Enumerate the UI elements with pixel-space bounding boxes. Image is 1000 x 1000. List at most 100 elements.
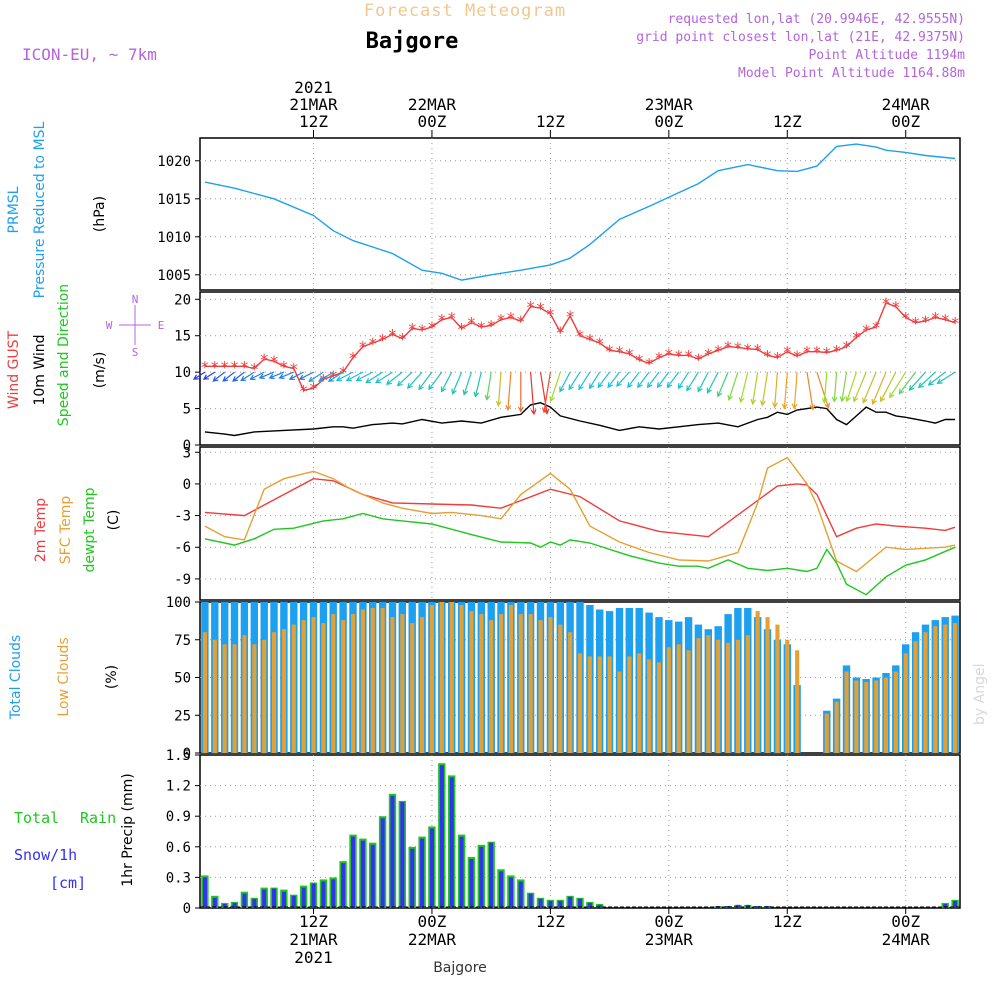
bar-low-clouds: [252, 644, 257, 753]
bar-low-clouds: [479, 614, 484, 753]
panel-label: Pressure Reduced to MSL: [32, 121, 48, 298]
gust-marker: *: [803, 343, 811, 362]
gust-marker: *: [655, 349, 663, 368]
wind-arrow: [833, 372, 838, 402]
wind-arrow-head: [738, 396, 745, 404]
bar-snow-1h: [538, 898, 543, 908]
gust-marker: *: [546, 305, 554, 324]
bar-snow-1h: [272, 888, 277, 908]
bar-low-clouds: [864, 682, 869, 753]
wind-arrow-head: [495, 400, 502, 407]
panel-label: Total: [14, 809, 59, 827]
y-tick-label: 0: [183, 438, 191, 454]
panel-label: PRMSL: [6, 186, 22, 233]
wind-arrow-head: [677, 383, 684, 390]
bar-snow-1h: [281, 891, 286, 908]
wind-arrow: [607, 371, 620, 388]
gust-marker: *: [517, 312, 525, 331]
bar-snow-1h: [311, 883, 316, 908]
bar-snow-1h: [528, 893, 533, 908]
bottom-tick-date: 22MAR: [408, 930, 457, 949]
gust-marker: *: [606, 341, 614, 360]
gust-marker: *: [487, 317, 495, 336]
bar-low-clouds: [400, 614, 405, 753]
bar-low-clouds: [489, 620, 494, 753]
bar-snow-1h: [222, 903, 227, 908]
bar-snow-1h: [518, 881, 523, 908]
bottom-tick-hour: 12Z: [536, 912, 565, 931]
panel-label: 1hr Precip (mm): [120, 773, 136, 886]
y-tick-label: 1.2: [166, 779, 191, 795]
panel-label: 10m Wind: [32, 334, 48, 405]
wind-arrow: [898, 371, 917, 394]
wind-arrow: [336, 371, 354, 381]
gust-marker: *: [685, 346, 693, 365]
y-tick-label: 25: [174, 708, 191, 724]
y-tick-label: 1020: [157, 154, 191, 170]
gust-marker: *: [823, 343, 831, 362]
bar-low-clouds: [913, 641, 918, 753]
gust-marker: *: [842, 338, 850, 357]
wind-arrow: [637, 371, 650, 388]
model-altitude: Model Point Altitude 1164.88m: [738, 66, 965, 81]
wind-arrow-head: [666, 382, 673, 389]
wind-arrow-head: [549, 396, 555, 403]
wind-arrow-head: [686, 385, 692, 392]
wind-arrow-head: [697, 386, 703, 393]
wind-arrow: [346, 371, 364, 381]
wind-arrow-head: [451, 388, 457, 395]
wind-arrow-head: [809, 404, 816, 411]
wind-arrow: [356, 371, 373, 381]
gust-marker: *: [902, 309, 910, 328]
wind-arrow: [657, 371, 670, 388]
bottom-tick-hour: 12Z: [299, 912, 328, 931]
series-line-2m-temp: [204, 477, 956, 538]
bar-snow-1h: [291, 895, 296, 908]
gust-marker: *: [596, 334, 604, 353]
wind-arrow-head: [588, 383, 595, 390]
panel-label: dewpt Temp: [82, 487, 98, 572]
bottom-tick-hour: 00Z: [654, 912, 683, 931]
wind-arrow-head: [607, 382, 613, 389]
series-line-dewpt-temp: [204, 512, 956, 596]
wind-arrow: [717, 371, 729, 397]
wind-arrow: [677, 371, 690, 389]
wind-arrow-head: [278, 373, 285, 380]
wind-arrow: [497, 372, 502, 406]
y-tick-label: 1005: [157, 268, 191, 284]
requested-coords: requested lon,lat (20.9946E, 42.9555N): [668, 12, 965, 27]
wind-arrow-head: [428, 384, 434, 391]
gust-marker: *: [359, 338, 367, 357]
bar-snow-1h: [242, 893, 247, 908]
wind-arrow: [289, 371, 304, 380]
bottom-tick-hour: 00Z: [891, 912, 920, 931]
gust-marker: *: [852, 328, 860, 347]
gust-marker: *: [833, 341, 841, 360]
gust-marker: *: [211, 357, 219, 376]
bar-low-clouds: [360, 609, 365, 753]
bar-low-clouds: [212, 639, 217, 754]
y-tick-label: 1.5: [166, 748, 191, 764]
gust-marker: *: [813, 343, 821, 362]
top-tick-hour: 12Z: [536, 112, 565, 131]
panel-frame: [199, 291, 961, 446]
panel-label: Low Clouds: [56, 637, 72, 716]
bar-low-clouds: [518, 614, 523, 753]
bar-low-clouds: [469, 611, 474, 753]
top-tick-date: 22MAR: [408, 95, 457, 114]
compass-north: N: [132, 293, 139, 306]
bar-low-clouds: [647, 659, 652, 753]
panel-label: Speed and Direction: [56, 284, 72, 426]
gust-marker: *: [951, 314, 959, 333]
gust-marker: *: [714, 341, 722, 360]
bar-low-clouds: [370, 608, 375, 753]
bar-low-clouds: [538, 620, 543, 753]
bar-low-clouds: [548, 617, 553, 753]
wind-arrow-head: [898, 388, 905, 395]
wind-arrow-head: [781, 403, 788, 410]
wind-arrow-head: [473, 391, 480, 398]
panel-clouds: 0 25 50 75 100: [166, 595, 961, 762]
top-tick-hour: 00Z: [417, 112, 446, 131]
gust-marker: *: [240, 357, 248, 376]
panel-temperature: -9 -6 -3 0 3: [174, 445, 961, 601]
